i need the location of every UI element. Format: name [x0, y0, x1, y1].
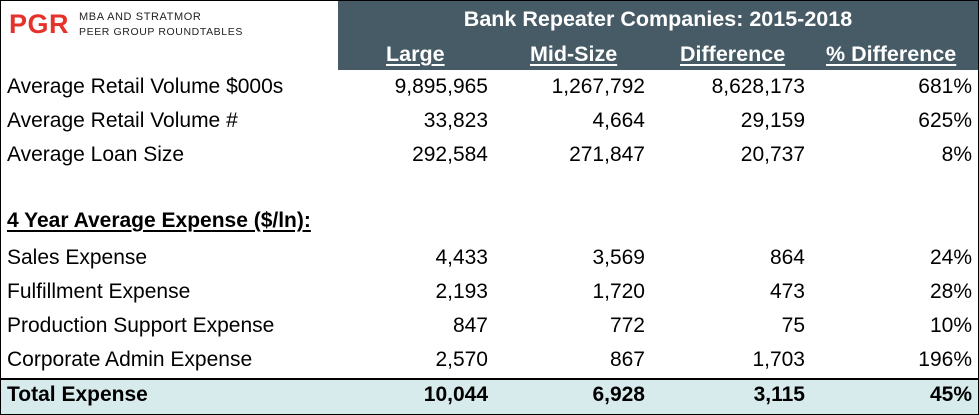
row-label: Corporate Admin Expense — [7, 348, 253, 371]
large-value: 9,895,965 — [394, 75, 488, 98]
difference-value: 8,628,173 — [711, 75, 805, 98]
mid-size-value: 4,664 — [592, 109, 645, 132]
header-band: Bank Repeater Companies: 2015-2018 Large… — [338, 1, 978, 70]
row-label: Sales Expense — [7, 246, 148, 269]
section-title: 4 Year Average Expense ($/ln): — [7, 209, 311, 232]
column-header-large: Large — [386, 42, 445, 66]
logo-line-1: MBA AND STRATMOR — [79, 11, 202, 23]
pct-difference-value: 10% — [929, 314, 972, 337]
large-value: 292,584 — [412, 143, 488, 166]
large-value: 2,193 — [435, 280, 488, 303]
difference-value: 1,703 — [752, 348, 805, 371]
row-label: Production Support Expense — [7, 314, 275, 337]
total-row: Total Expense 10,044 6,928 3,115 45% — [1, 378, 978, 414]
pct-difference-value: 8% — [941, 143, 972, 166]
large-value: 847 — [452, 314, 488, 337]
large-value: 33,823 — [423, 109, 488, 132]
difference-value: 20,737 — [740, 143, 805, 166]
logo-line-2: PEER GROUP ROUNDTABLES — [79, 26, 243, 38]
row-label: Fulfillment Expense — [7, 280, 191, 303]
row-label: Average Retail Volume $000s — [7, 75, 284, 98]
difference-value: 3,115 — [753, 383, 805, 406]
difference-value: 473 — [769, 280, 805, 303]
logo-mark: PGR — [9, 9, 70, 39]
pct-difference-value: 681% — [918, 75, 972, 98]
table-row: Corporate Admin Expense 2,570 867 1,703 … — [1, 345, 978, 379]
mid-size-value: 1,267,792 — [551, 75, 645, 98]
large-value: 10,044 — [423, 383, 488, 406]
table-row: Average Loan Size 292,584 271,847 20,737… — [1, 140, 978, 174]
large-value: 4,433 — [435, 246, 488, 269]
table-row: Production Support Expense 847 772 75 10… — [1, 311, 978, 345]
pgr-logo: PGR MBA AND STRATMOR PEER GROUP ROUNDTAB… — [1, 1, 335, 70]
table-row: Fulfillment Expense 2,193 1,720 473 28% — [1, 277, 978, 311]
large-value: 2,570 — [435, 348, 488, 371]
pct-difference-value: 196% — [918, 348, 972, 371]
table-header: PGR MBA AND STRATMOR PEER GROUP ROUNDTAB… — [1, 1, 978, 70]
mid-size-value: 772 — [609, 314, 645, 337]
column-header-difference: Difference — [680, 42, 786, 66]
table-row: Sales Expense 4,433 3,569 864 24% — [1, 243, 978, 277]
row-label: Average Loan Size — [7, 143, 185, 166]
table-row: Average Retail Volume # 33,823 4,664 29,… — [1, 106, 978, 140]
column-header-pct-difference: % Difference — [826, 42, 957, 66]
mid-size-value: 271,847 — [569, 143, 645, 166]
difference-value: 864 — [769, 246, 805, 269]
pct-difference-value: 28% — [929, 280, 972, 303]
difference-value: 75 — [781, 314, 805, 337]
mid-size-value: 1,720 — [592, 280, 645, 303]
row-label: Total Expense — [7, 383, 148, 406]
pct-difference-value: 45% — [929, 383, 972, 406]
mid-size-value: 3,569 — [592, 246, 645, 269]
mid-size-value: 867 — [609, 348, 645, 371]
table-row: Average Retail Volume $000s 9,895,965 1,… — [1, 72, 978, 106]
row-label: Average Retail Volume # — [7, 109, 238, 132]
mid-size-value: 6,928 — [592, 383, 645, 406]
column-header-mid-size: Mid-Size — [530, 42, 618, 66]
pct-difference-value: 24% — [929, 246, 972, 269]
difference-value: 29,159 — [740, 109, 805, 132]
pct-difference-value: 625% — [918, 109, 972, 132]
table-title: Bank Repeater Companies: 2015-2018 — [463, 7, 853, 31]
